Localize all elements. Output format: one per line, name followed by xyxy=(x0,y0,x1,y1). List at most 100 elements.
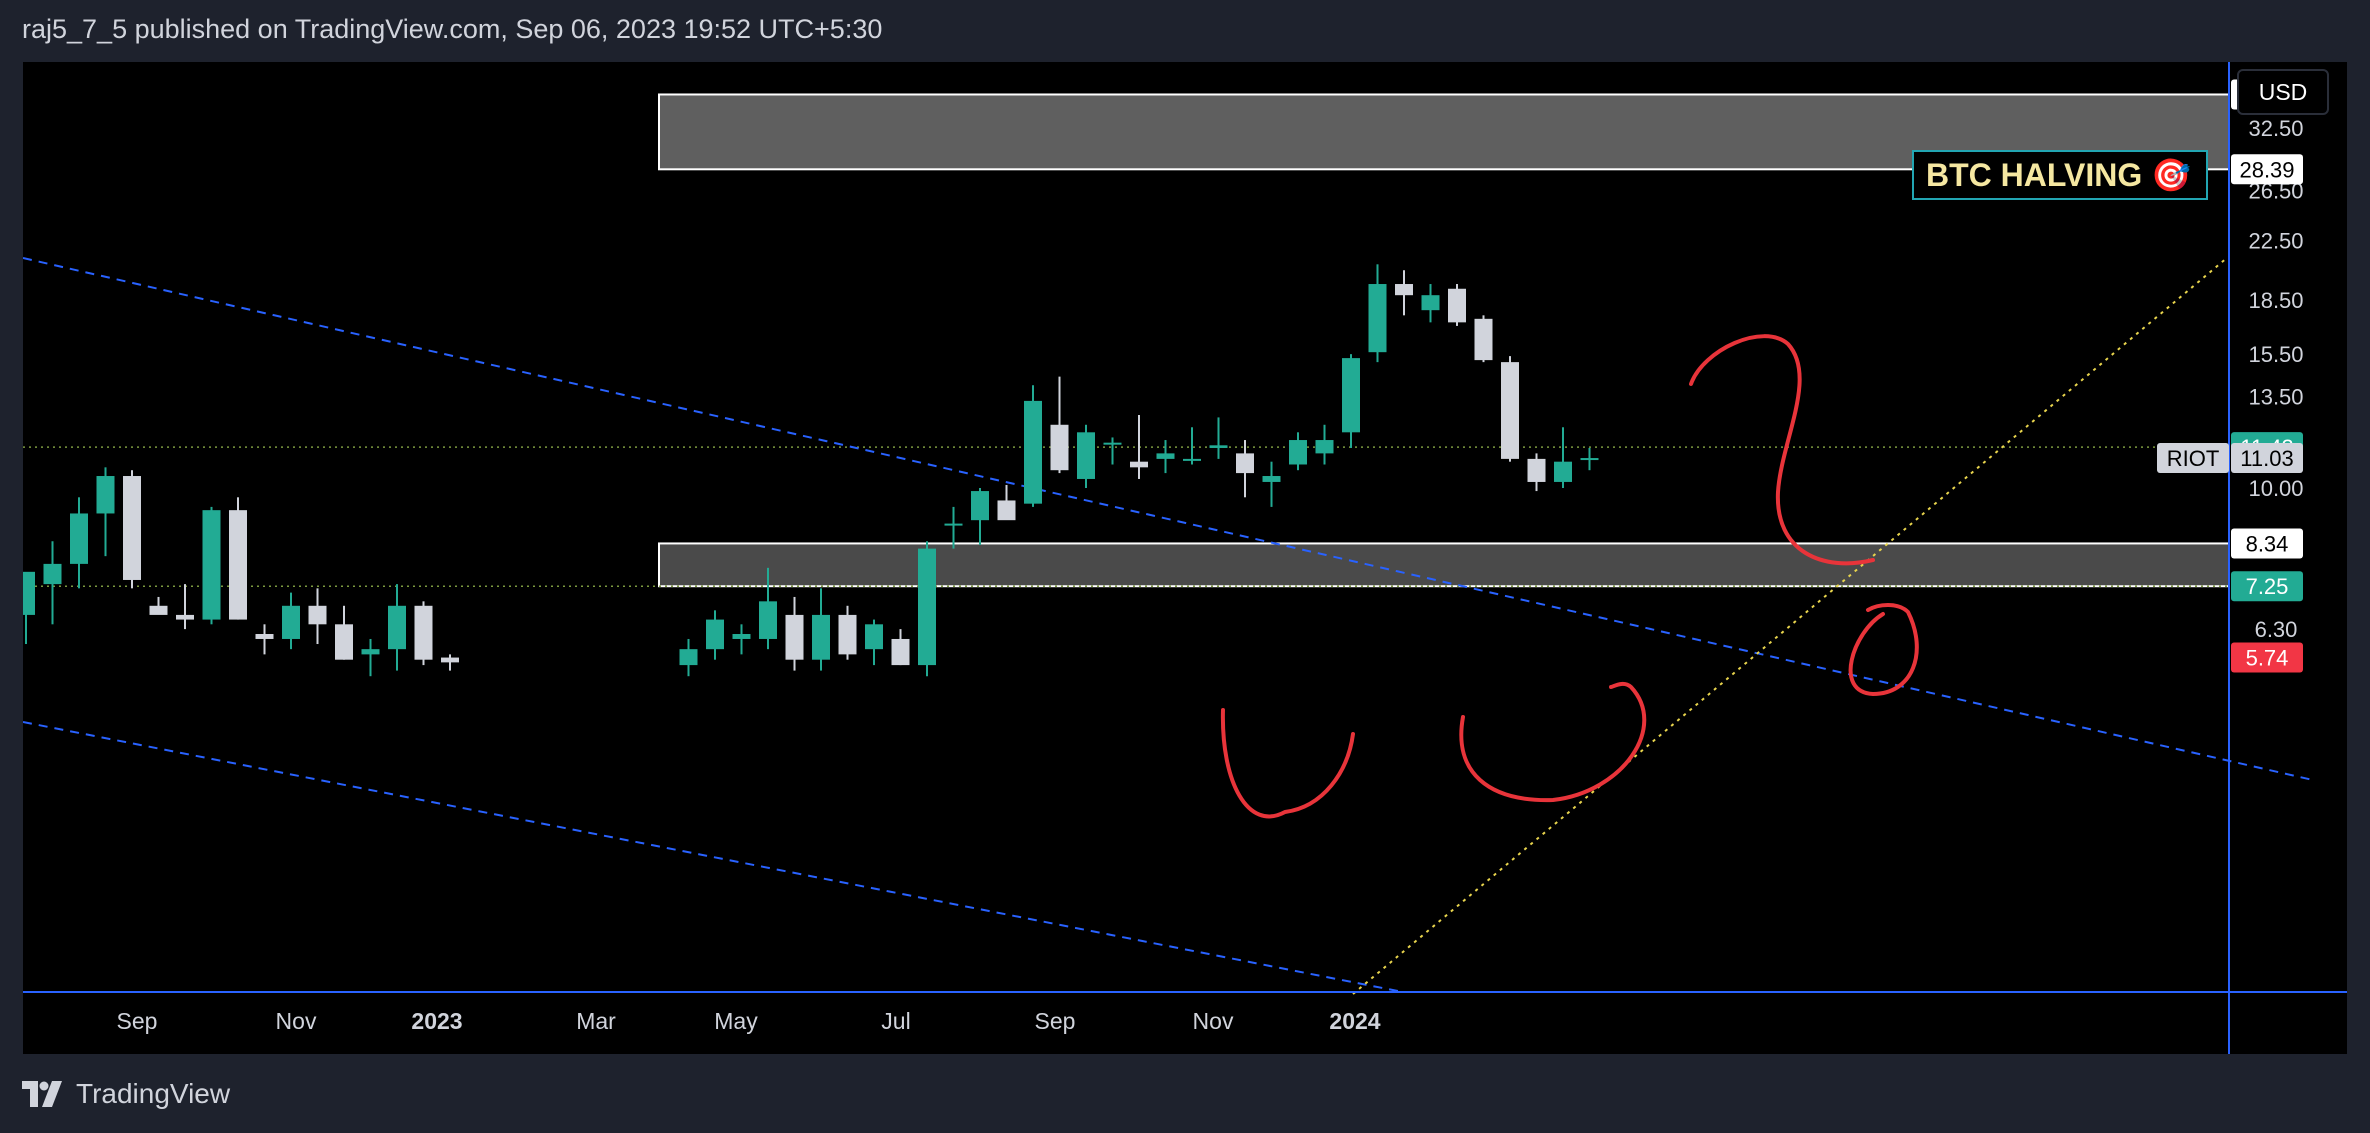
candle xyxy=(202,506,221,625)
candle xyxy=(997,484,1016,521)
candle xyxy=(1315,424,1334,465)
candle xyxy=(1395,270,1413,316)
candle xyxy=(308,588,327,645)
candle xyxy=(229,497,247,620)
chart-area[interactable]: BTC HALVING 🎯 Sep Nov 2023 Mar May Jul Sep Nov 2… xyxy=(23,62,2347,1054)
cup-drawing-right xyxy=(1459,681,1647,803)
price-tag-value: 5.74 xyxy=(2246,646,2289,671)
candle xyxy=(96,467,115,557)
candle xyxy=(1421,284,1440,323)
lower-trendline xyxy=(23,721,1404,993)
circle-drawing xyxy=(1848,603,1919,697)
candle xyxy=(123,470,141,589)
candle xyxy=(1448,284,1466,326)
y-tick-label: 32.50 xyxy=(2248,116,2303,141)
candle xyxy=(1289,432,1307,471)
halving-trendline xyxy=(1352,256,2229,995)
candle xyxy=(944,506,963,549)
candle xyxy=(1024,385,1042,507)
publish-info: raj5_7_5 published on TradingView.com, S… xyxy=(22,14,883,44)
candle xyxy=(971,488,989,545)
candle xyxy=(414,601,433,666)
candle xyxy=(1342,354,1360,448)
candle xyxy=(812,588,830,671)
y-tick-label: 10.00 xyxy=(2248,476,2303,501)
price-tag-value: 7.25 xyxy=(2246,574,2289,599)
halving-label-box[interactable]: BTC HALVING 🎯 xyxy=(1912,150,2208,200)
x-tick-label: Sep xyxy=(1035,1008,1076,1034)
x-tick-label: Mar xyxy=(576,1008,616,1034)
candle xyxy=(1368,264,1387,363)
y-tick-label: 22.50 xyxy=(2248,228,2303,253)
candle xyxy=(1236,440,1254,498)
x-tick-label: 2024 xyxy=(1329,1008,1380,1034)
price-tag-value: 28.39 xyxy=(2239,157,2294,182)
brand-name: TradingView xyxy=(76,1078,231,1109)
candle xyxy=(149,596,168,615)
x-tick-label: Nov xyxy=(276,1008,317,1034)
candle xyxy=(1183,427,1201,465)
symbol-label: RIOT xyxy=(2167,446,2220,471)
y-tick-label: 13.50 xyxy=(2248,384,2303,409)
x-tick-label: Nov xyxy=(1193,1008,1234,1034)
candle xyxy=(70,497,88,589)
price-tag: 5.74 xyxy=(2231,642,2303,673)
y-tick-label: 18.50 xyxy=(2248,288,2303,313)
x-tick-label: 2023 xyxy=(411,1008,462,1034)
candle xyxy=(1527,453,1546,492)
x-tick-label: Sep xyxy=(117,1008,158,1034)
drawings-layer xyxy=(1220,334,1919,819)
candle xyxy=(1050,376,1069,474)
price-tag: 11.03 RIOT xyxy=(2157,443,2303,474)
tradingview-logo-icon xyxy=(22,1081,62,1107)
trendlines-layer xyxy=(23,256,2314,995)
candle xyxy=(335,605,353,660)
candle xyxy=(1156,440,1175,474)
candle xyxy=(706,610,724,660)
candle xyxy=(1474,315,1493,363)
candle xyxy=(785,596,804,671)
candle xyxy=(1209,417,1228,459)
candle xyxy=(255,624,274,655)
candle xyxy=(918,541,936,677)
currency-label: USD xyxy=(2259,79,2308,105)
y-tick-label: 15.50 xyxy=(2248,342,2303,367)
x-tick-label: Jul xyxy=(881,1008,910,1034)
price-tag: 7.25 xyxy=(2231,571,2303,602)
price-tag-value: 11.03 xyxy=(2240,446,2293,471)
candle xyxy=(388,584,406,671)
candle xyxy=(1580,447,1599,471)
x-tick-label: May xyxy=(714,1008,758,1034)
candle xyxy=(679,638,698,677)
candle xyxy=(43,541,62,625)
footer-brand[interactable]: TradingView xyxy=(22,1078,230,1110)
candle xyxy=(891,629,910,666)
currency-button[interactable]: USD xyxy=(2237,69,2329,115)
candle xyxy=(1077,424,1095,488)
candle xyxy=(1554,427,1572,488)
cup-drawing-left xyxy=(1220,708,1355,819)
halving-label: BTC HALVING 🎯 xyxy=(1926,157,2191,193)
price-lines-layer xyxy=(23,446,2229,587)
candle xyxy=(282,592,300,650)
demand-zone xyxy=(658,542,2230,588)
x-axis-ticks: Sep Nov 2023 Mar May Jul Sep Nov 2024 xyxy=(117,1008,1381,1034)
upper-trendline xyxy=(23,257,2314,781)
candle xyxy=(176,584,194,630)
candlestick-chart[interactable]: BTC HALVING 🎯 Sep Nov 2023 Mar May Jul Sep Nov 2… xyxy=(23,62,2347,1054)
question-mark-drawing xyxy=(1689,334,1875,566)
candle xyxy=(23,571,35,645)
candle xyxy=(759,567,777,650)
candle xyxy=(838,605,857,660)
candle xyxy=(732,624,751,655)
candle xyxy=(865,619,883,666)
y-tick-label: 6.30 xyxy=(2255,617,2298,642)
candle xyxy=(441,654,459,671)
candle xyxy=(361,638,380,677)
candle xyxy=(1103,437,1122,465)
candles-layer xyxy=(23,264,1599,677)
candle xyxy=(1130,414,1148,479)
price-tag-value: 8.34 xyxy=(2246,531,2289,556)
price-tag: 28.39 xyxy=(2231,154,2303,185)
